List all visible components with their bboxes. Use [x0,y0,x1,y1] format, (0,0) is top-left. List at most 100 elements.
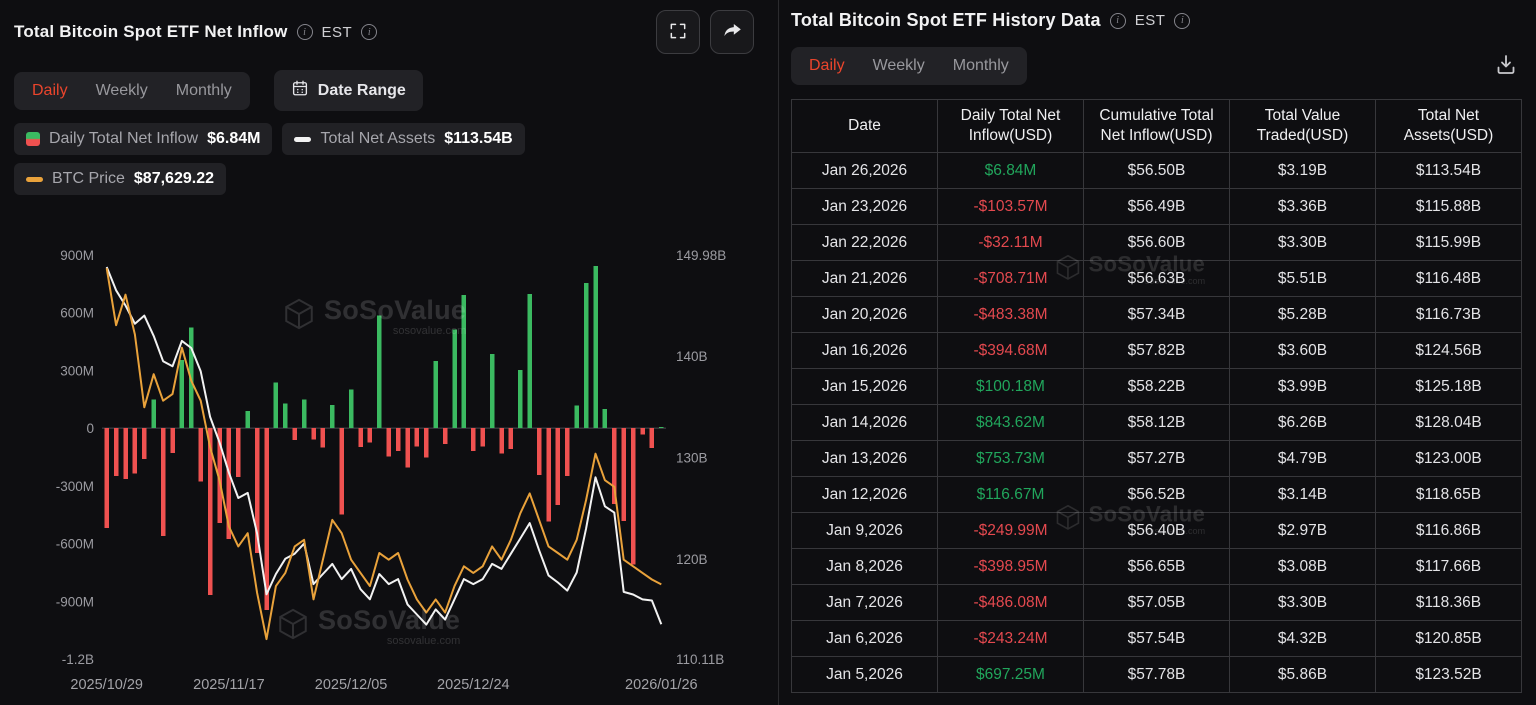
tab-daily[interactable]: Daily [809,57,845,74]
inflow-bar [424,428,429,458]
info-icon[interactable]: i [1109,12,1126,29]
cumulative-inflow-cell: $57.82B [1083,332,1230,370]
inflow-bar [151,399,156,429]
inflow-bar [536,428,542,475]
tab-weekly[interactable]: Weekly [95,81,148,99]
value-traded-cell: $4.79B [1229,440,1376,478]
y-axis-label-left: -900M [56,594,94,609]
btc-price-line [105,268,662,641]
inflow-bar [198,428,203,482]
cumulative-inflow-cell: $58.12B [1083,404,1230,442]
net-assets-cell: $124.56B [1375,332,1522,370]
inflow-bar [160,428,166,536]
btc-price-legend-icon [26,176,43,182]
inflow-bar [480,428,485,447]
inflow-bar [612,428,617,504]
net-assets-cell: $113.54B [1375,152,1522,190]
tab-daily[interactable]: Daily [32,81,68,99]
net-assets-cell: $123.00B [1375,440,1522,478]
inflow-bar [640,428,645,435]
tab-monthly[interactable]: Monthly [952,57,1009,74]
net-assets-cell: $116.73B [1375,296,1522,334]
y-axis-label-left: -600M [56,537,94,552]
daily-inflow-cell: -$32.11M [937,224,1084,262]
daily-inflow-cell: -$243.24M [937,620,1084,658]
chart-title: Total Bitcoin Spot ETF Net Inflow [14,22,288,41]
table-title: Total Bitcoin Spot ETF History Data [791,10,1101,30]
fullscreen-button[interactable] [656,10,700,54]
inflow-bar [583,283,589,429]
inflow-bar [574,405,579,429]
cumulative-inflow-cell: $56.65B [1083,548,1230,586]
legend-label: Daily Total Net Inflow [49,130,199,147]
date-cell: Jan 14,2026 [791,404,938,442]
net-assets-cell: $125.18B [1375,368,1522,406]
value-traded-cell: $4.32B [1229,620,1376,658]
y-axis-label-right: 130B [676,450,708,465]
legend-value: $6.84M [207,130,261,147]
date-range-button[interactable]: Date Range [273,70,423,111]
inflow-bar [452,329,457,429]
inflow-bar [471,428,476,451]
value-traded-cell: $3.30B [1229,584,1376,622]
y-axis-label-left: 300M [60,363,94,378]
y-axis-label-left: 900M [60,248,94,263]
daily-inflow-cell: -$708.71M [937,260,1084,298]
value-traded-cell: $3.19B [1229,152,1376,190]
tab-monthly[interactable]: Monthly [175,81,232,99]
net-assets-cell: $123.52B [1375,656,1522,694]
legend-total-net-assets[interactable]: Total Net Assets $113.54B [282,123,525,155]
inflow-bar [283,403,288,429]
daily-inflow-cell: $100.18M [937,368,1084,406]
inflow-bar [405,428,410,468]
inflow-bar [414,428,420,447]
inflow-chart-canvas: 900M 600M 300M 0 -300M -600M -900M -1.2B 149.98B… [56,248,727,693]
table-row: Jan 14,2026 $843.62M $58.12B $6.26B $128.04B [791,404,1522,442]
table-row: Jan 13,2026 $753.73M $57.27B $4.79B $123.00B [791,440,1522,478]
history-table: Date Daily Total Net Inflow(USD) Cumulativ… [791,98,1522,694]
share-button[interactable] [710,10,754,54]
y-axis-label-right: 110.11B [676,652,724,667]
cumulative-inflow-cell: $56.50B [1083,152,1230,190]
column-header: Total Net Assets(USD) [1375,98,1522,154]
column-header: Daily Total Net Inflow(USD) [937,98,1084,154]
inflow-bar [301,399,307,429]
value-traded-cell: $3.99B [1229,368,1376,406]
inflow-bar [367,428,373,443]
value-traded-cell: $3.36B [1229,188,1376,226]
download-icon [1494,54,1518,80]
y-axis-label-right: 149.98B [676,248,726,263]
value-traded-cell: $5.28B [1229,296,1376,334]
inflow-bar [649,428,655,448]
info-icon[interactable]: i [296,24,313,40]
value-traded-cell: $3.30B [1229,224,1376,262]
inflow-bar [630,428,636,565]
column-header: Cumulative Total Net Inflow(USD) [1083,98,1230,154]
inflow-legend-icon [26,132,40,146]
date-cell: Jan 8,2026 [791,548,938,586]
cumulative-inflow-cell: $58.22B [1083,368,1230,406]
inflow-bar [565,428,570,477]
inflow-bar [236,428,241,477]
table-header-row: Date Daily Total Net Inflow(USD) Cumulativ… [791,98,1522,154]
download-button[interactable] [1490,49,1522,84]
inflow-bar [245,410,250,429]
y-axis-label-left: -300M [56,479,94,494]
net-assets-cell: $116.48B [1375,260,1522,298]
legend-btc-price[interactable]: BTC Price $87,629.22 [14,163,226,195]
date-cell: Jan 12,2026 [791,476,938,514]
info-icon[interactable]: i [361,24,378,40]
cumulative-inflow-cell: $56.63B [1083,260,1230,298]
date-cell: Jan 22,2026 [791,224,938,262]
legend-daily-net-inflow[interactable]: Daily Total Net Inflow $6.84M [14,123,273,155]
tab-weekly[interactable]: Weekly [872,57,925,74]
table-row: Jan 22,2026 -$32.11M $56.60B $3.30B $115.99B [791,224,1522,262]
net-assets-cell: $128.04B [1375,404,1522,442]
history-period-tabs: Daily Weekly Monthly [791,47,1027,85]
inflow-bar [132,428,138,474]
net-assets-cell: $120.85B [1375,620,1522,658]
etf-inflow-chart[interactable]: 900M 600M 300M 0 -300M -600M -900M -1.2B 149.98B… [14,207,778,704]
daily-inflow-cell: -$398.95M [937,548,1084,586]
info-icon[interactable]: i [1174,12,1191,29]
cumulative-inflow-cell: $56.60B [1083,224,1230,262]
